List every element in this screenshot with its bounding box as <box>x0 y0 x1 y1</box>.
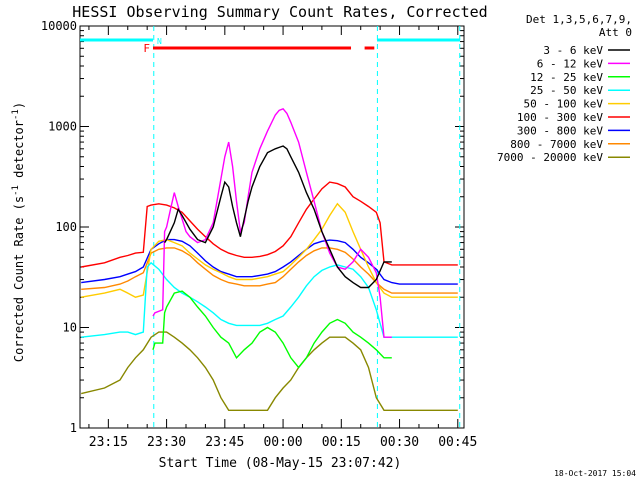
y-axis-label-main: Corrected Count Rate (s <box>12 196 26 362</box>
legend-entry-label: 300 - 800 keV <box>517 124 603 137</box>
chart-title: HESSI Observing Summary Count Rates, Cor… <box>72 3 487 21</box>
series-line-6 <box>81 238 458 285</box>
x-tick-label: 23:15 <box>89 435 128 450</box>
legend-title-attenuator: Att 0 <box>599 26 632 39</box>
y-tick-label: 100 <box>55 220 77 234</box>
legend-title-detectors: Det 1,3,5,6,7,9, <box>526 13 632 26</box>
x-axis-label: Start Time (08-May-15 23:07:42) <box>159 456 402 471</box>
series-line-8 <box>81 331 458 411</box>
y-tick-label: 10 <box>63 321 77 335</box>
series-line-2 <box>152 290 392 369</box>
series-line-1 <box>152 107 392 338</box>
legend-entry-label: 6 - 12 keV <box>537 57 604 70</box>
x-tick-label: 00:45 <box>438 435 477 450</box>
plot-area: 1 10 100 1000 10000 23:15 23:30 23:45 00:00 00:15… <box>41 19 477 450</box>
legend-entry-label: 100 - 300 keV <box>517 111 603 124</box>
series-line-7 <box>81 247 458 294</box>
flare-flag-label: F <box>143 42 150 55</box>
saa-flag-label: N <box>157 37 162 46</box>
y-axis-label-sup2: -1 <box>11 109 21 120</box>
timestamp: 18-Oct-2017 15:04 <box>554 469 636 478</box>
legend-entry-label: 3 - 6 keV <box>543 44 603 57</box>
x-tick-label: 00:30 <box>380 435 419 450</box>
x-tick-label: 23:30 <box>147 435 186 450</box>
y-axis-label-end: ) <box>12 102 26 109</box>
legend-entry-label: 25 - 50 keV <box>530 84 603 97</box>
series-line-0 <box>164 145 392 289</box>
series-line-4 <box>81 202 458 298</box>
series-line-5 <box>81 181 458 268</box>
legend-entry-label: 7000 - 20000 keV <box>497 151 603 164</box>
plot-frame <box>79 25 465 429</box>
y-tick-label: 10000 <box>41 19 77 33</box>
x-tick-label: 00:00 <box>263 435 302 450</box>
y-axis-label: Corrected Count Rate (s-1 detector-1) <box>11 102 26 362</box>
x-tick-label: 23:45 <box>205 435 244 450</box>
y-axis-label-sup1: -1 <box>11 185 21 196</box>
y-tick-label: 1000 <box>48 120 77 134</box>
legend-entry-label: 800 - 7000 keV <box>510 138 603 151</box>
x-tick-label: 00:15 <box>322 435 361 450</box>
y-axis-label-mid: detector <box>12 120 26 185</box>
legend-entry-label: 12 - 25 keV <box>530 71 603 84</box>
y-tick-label: 1 <box>70 421 77 435</box>
legend-entry-label: 50 - 100 keV <box>524 98 604 111</box>
